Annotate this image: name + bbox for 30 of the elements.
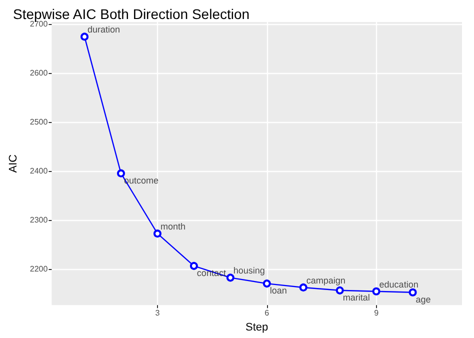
y-tick-label: 2200 (30, 264, 48, 274)
point (372, 287, 380, 296)
annotation: marital (342, 292, 370, 302)
annotation: campaign (306, 275, 346, 286)
x-tick-label: 6 (264, 308, 270, 318)
chart-title: Stepwise AIC Both Direction Selection (13, 6, 250, 22)
annotation: education (379, 279, 418, 290)
y-tick-label: 2300 (30, 215, 48, 224)
y-tick-label: 2700 (30, 19, 48, 28)
point (226, 274, 234, 282)
point (408, 288, 417, 296)
annotation: housing (233, 266, 265, 276)
y-tick-label: 2400 (30, 166, 48, 176)
y-tick-label: 2500 (30, 117, 48, 126)
point (153, 230, 162, 238)
point (336, 286, 344, 294)
point (117, 169, 125, 178)
y-axis-title: AIC (8, 154, 20, 173)
x-tick-label: 3 (155, 308, 160, 318)
x-axis-title: Step (246, 322, 268, 334)
annotation: age (416, 294, 431, 304)
annotation: loan (270, 286, 287, 296)
y-tick-label: 2600 (30, 68, 48, 78)
annotation: duration (88, 24, 120, 35)
x-tick-label: 9 (374, 308, 380, 318)
annotation: month (160, 222, 186, 232)
point (262, 280, 271, 288)
point (299, 283, 308, 292)
point (80, 32, 89, 41)
point (190, 262, 198, 270)
